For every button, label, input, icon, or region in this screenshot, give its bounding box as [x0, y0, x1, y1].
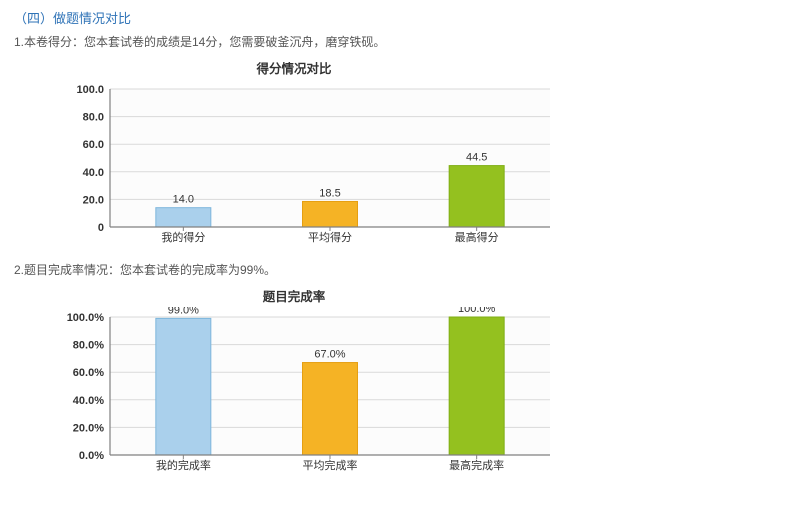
- svg-text:60.0: 60.0: [83, 139, 104, 151]
- svg-text:99.0%: 99.0%: [168, 307, 199, 316]
- svg-text:我的得分: 我的得分: [161, 230, 205, 244]
- chart1-wrap: 0 20.0 40.0 60.0 80.0 100.0 14.0 我的得分 18.5 平均得分 44…: [48, 79, 788, 249]
- svg-text:平均得分: 平均得分: [308, 231, 352, 244]
- svg-text:0: 0: [98, 222, 104, 234]
- svg-text:80.0: 80.0: [83, 112, 104, 124]
- score-commentary: 1.本卷得分：您本套试卷的成绩是14分，您需要破釜沉舟，磨穿铁砚。: [14, 33, 788, 50]
- svg-text:14.0: 14.0: [173, 194, 194, 206]
- chart1-title: 得分情况对比: [14, 58, 574, 77]
- svg-text:我的完成率: 我的完成率: [156, 458, 211, 472]
- svg-text:44.5: 44.5: [466, 152, 487, 164]
- svg-text:20.0%: 20.0%: [73, 422, 104, 434]
- page-root: （四）做题情况对比 1.本卷得分：您本套试卷的成绩是14分，您需要破釜沉舟，磨穿…: [0, 0, 800, 489]
- section-title: （四）做题情况对比: [14, 8, 788, 27]
- completion-commentary: 2.题目完成率情况：您本套试卷的完成率为99%。: [14, 261, 788, 278]
- svg-text:40.0: 40.0: [83, 167, 104, 179]
- chart2-wrap: 0.0% 20.0% 40.0% 60.0% 80.0% 100.0% 99.0% 我的完成率…: [48, 307, 788, 477]
- svg-text:0.0%: 0.0%: [79, 450, 104, 462]
- svg-text:平均完成率: 平均完成率: [303, 458, 358, 472]
- completion-chart: 0.0% 20.0% 40.0% 60.0% 80.0% 100.0% 99.0% 我的完成率…: [48, 307, 558, 477]
- svg-text:100.0%: 100.0%: [67, 312, 105, 324]
- svg-text:60.0%: 60.0%: [73, 367, 104, 379]
- svg-text:最高完成率: 最高完成率: [449, 458, 504, 472]
- svg-text:最高得分: 最高得分: [455, 230, 499, 244]
- score-chart: 0 20.0 40.0 60.0 80.0 100.0 14.0 我的得分 18.5 平均得分 44…: [48, 79, 558, 249]
- svg-text:80.0%: 80.0%: [73, 340, 104, 352]
- svg-text:20.0: 20.0: [83, 194, 104, 206]
- chart2-title: 题目完成率: [14, 286, 574, 305]
- svg-text:18.5: 18.5: [319, 187, 340, 199]
- svg-text:100.0%: 100.0%: [458, 307, 496, 315]
- svg-text:100.0: 100.0: [76, 84, 104, 96]
- svg-text:67.0%: 67.0%: [314, 349, 345, 361]
- svg-text:40.0%: 40.0%: [73, 395, 104, 407]
